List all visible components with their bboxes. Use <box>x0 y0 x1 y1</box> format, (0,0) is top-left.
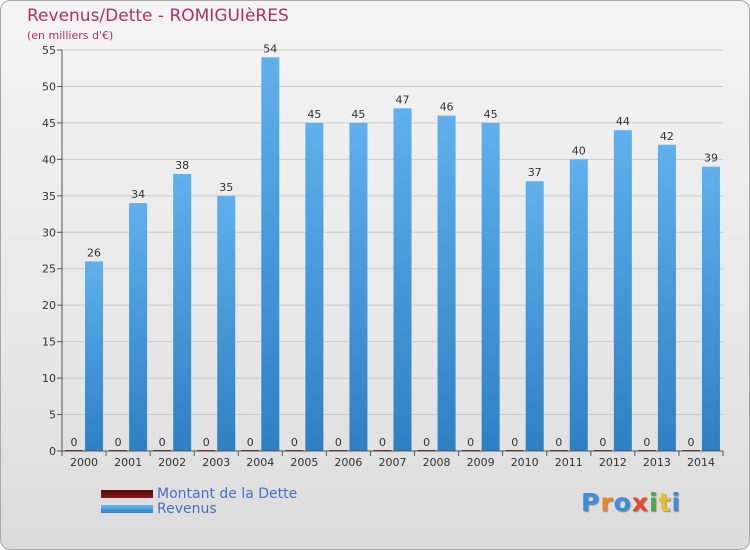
revenue-value-label: 45 <box>307 108 321 121</box>
revenue-bar <box>613 130 632 451</box>
revenue-bar <box>657 144 676 452</box>
x-tick-label: 2013 <box>643 456 671 469</box>
x-tick-label: 2000 <box>70 456 98 469</box>
logo-letter: P <box>581 488 601 517</box>
revenue-value-label: 35 <box>219 181 233 194</box>
debt-value-label: 0 <box>599 436 606 449</box>
revenue-bar <box>173 173 192 452</box>
x-tick-label: 2004 <box>246 456 274 469</box>
revenue-bar <box>481 122 500 451</box>
y-tick-label: 5 <box>49 409 56 422</box>
revenue-bar <box>437 115 456 452</box>
debt-value-label: 0 <box>423 436 430 449</box>
y-tick-label: 10 <box>42 372 56 385</box>
revenue-bar <box>261 57 280 452</box>
y-tick-label: 30 <box>42 226 56 239</box>
proxiti-logo: Proxiti <box>581 488 681 517</box>
x-tick-label: 2008 <box>423 456 451 469</box>
revenue-value-label: 45 <box>484 108 498 121</box>
revenue-value-label: 37 <box>528 166 542 179</box>
revenue-value-label: 45 <box>351 108 365 121</box>
y-tick-label: 15 <box>42 336 56 349</box>
revenue-bar <box>349 122 368 451</box>
debt-value-label: 0 <box>687 436 694 449</box>
debt-value-label: 0 <box>159 436 166 449</box>
revenue-value-label: 39 <box>704 152 718 165</box>
y-tick-label: 45 <box>42 117 56 130</box>
revenue-bar <box>85 261 104 451</box>
x-tick-label: 2005 <box>290 456 318 469</box>
legend-label-debt: Montant de la Dette <box>157 486 298 502</box>
revenue-value-label: 54 <box>263 42 277 55</box>
legend-swatch-debt <box>101 490 153 498</box>
y-tick-label: 35 <box>42 190 56 203</box>
x-tick-label: 2007 <box>379 456 407 469</box>
x-tick-label: 2001 <box>114 456 142 469</box>
logo-letter: t <box>658 488 672 517</box>
revenue-bar <box>393 108 412 451</box>
debt-value-label: 0 <box>291 436 298 449</box>
debt-value-label: 0 <box>115 436 122 449</box>
debt-value-label: 0 <box>643 436 650 449</box>
revenue-value-label: 44 <box>616 115 630 128</box>
revenue-value-label: 34 <box>131 188 145 201</box>
logo-letter: r <box>600 488 614 517</box>
debt-value-label: 0 <box>379 436 386 449</box>
legend-label-revenue: Revenus <box>157 501 217 517</box>
x-tick-label: 2010 <box>511 456 539 469</box>
revenue-bar <box>701 166 720 451</box>
revenue-value-label: 42 <box>660 130 674 143</box>
x-tick-label: 2002 <box>158 456 186 469</box>
debt-value-label: 0 <box>247 436 254 449</box>
debt-value-label: 0 <box>555 436 562 449</box>
revenue-value-label: 47 <box>396 93 410 106</box>
logo-letter: i <box>649 488 659 517</box>
y-tick-label: 50 <box>42 80 56 93</box>
debt-value-label: 0 <box>467 436 474 449</box>
chart-subtitle: (en milliers d'€) <box>27 29 114 42</box>
revenue-value-label: 40 <box>572 144 586 157</box>
revenue-value-label: 26 <box>87 246 101 259</box>
logo-letter: x <box>631 488 649 517</box>
revenue-bar <box>525 181 544 451</box>
debt-value-label: 0 <box>511 436 518 449</box>
y-tick-label: 40 <box>42 153 56 166</box>
debt-value-label: 0 <box>335 436 342 449</box>
revenue-value-label: 38 <box>175 159 189 172</box>
y-tick-label: 0 <box>49 445 56 458</box>
x-tick-label: 2003 <box>202 456 230 469</box>
revenue-bar <box>217 195 236 451</box>
x-tick-label: 2014 <box>687 456 715 469</box>
logo-letter: o <box>613 488 632 517</box>
x-tick-label: 2009 <box>467 456 495 469</box>
x-tick-label: 2012 <box>599 456 627 469</box>
x-tick-label: 2011 <box>555 456 583 469</box>
revenue-bar <box>569 159 588 451</box>
y-tick-label: 20 <box>42 299 56 312</box>
revenue-bar <box>129 203 148 451</box>
revenue-value-label: 46 <box>440 101 454 114</box>
revenue-bar <box>305 122 324 451</box>
y-tick-label: 25 <box>42 263 56 276</box>
y-tick-label: 55 <box>42 44 56 57</box>
x-tick-label: 2006 <box>334 456 362 469</box>
debt-value-label: 0 <box>203 436 210 449</box>
logo-letter: i <box>671 488 682 517</box>
chart-title: Revenus/Dette - ROMIGUIèRES <box>27 6 289 26</box>
legend-swatch-revenue <box>101 505 153 513</box>
debt-value-label: 0 <box>71 436 78 449</box>
